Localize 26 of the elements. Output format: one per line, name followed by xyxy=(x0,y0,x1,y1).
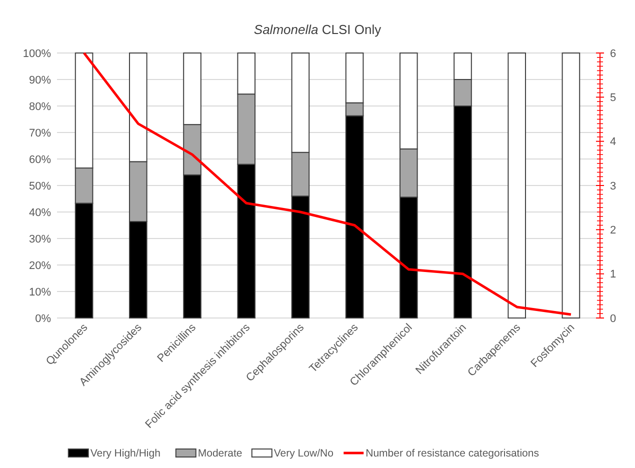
legend-label: Number of resistance categorisations xyxy=(366,448,539,460)
legend-label: Moderate xyxy=(198,448,242,460)
bar xyxy=(508,52,526,318)
y-tick-label: 20% xyxy=(28,260,52,272)
y2-tick-label: 0 xyxy=(610,312,616,325)
legend-label: Very Low/No xyxy=(274,448,334,460)
y2-tick-label: 6 xyxy=(610,48,616,60)
legend-label: Very High/High xyxy=(90,448,161,460)
y-tick-label: 60% xyxy=(28,154,52,166)
chart-title: Salmonella CLSI Only xyxy=(254,22,382,37)
y-tick-label: 80% xyxy=(28,100,52,113)
y2-tick-label: 3 xyxy=(610,180,616,192)
y-tick-label: 50% xyxy=(28,180,52,192)
line-series xyxy=(82,52,572,316)
y2-tick-label: 4 xyxy=(610,136,616,148)
y-tick-label: 10% xyxy=(28,286,52,298)
y-tick-label: 0% xyxy=(35,312,52,325)
y-tick-label: 90% xyxy=(28,74,52,86)
bar xyxy=(562,52,580,318)
y2-tick-label: 5 xyxy=(610,92,616,104)
y-tick-label: 30% xyxy=(28,233,52,246)
y-tick-label: 40% xyxy=(28,206,52,219)
y-tick-label: 100% xyxy=(22,48,52,60)
y2-tick-label: 2 xyxy=(610,224,616,237)
y-tick-label: 70% xyxy=(28,127,52,140)
y2-tick-label: 1 xyxy=(610,268,616,281)
